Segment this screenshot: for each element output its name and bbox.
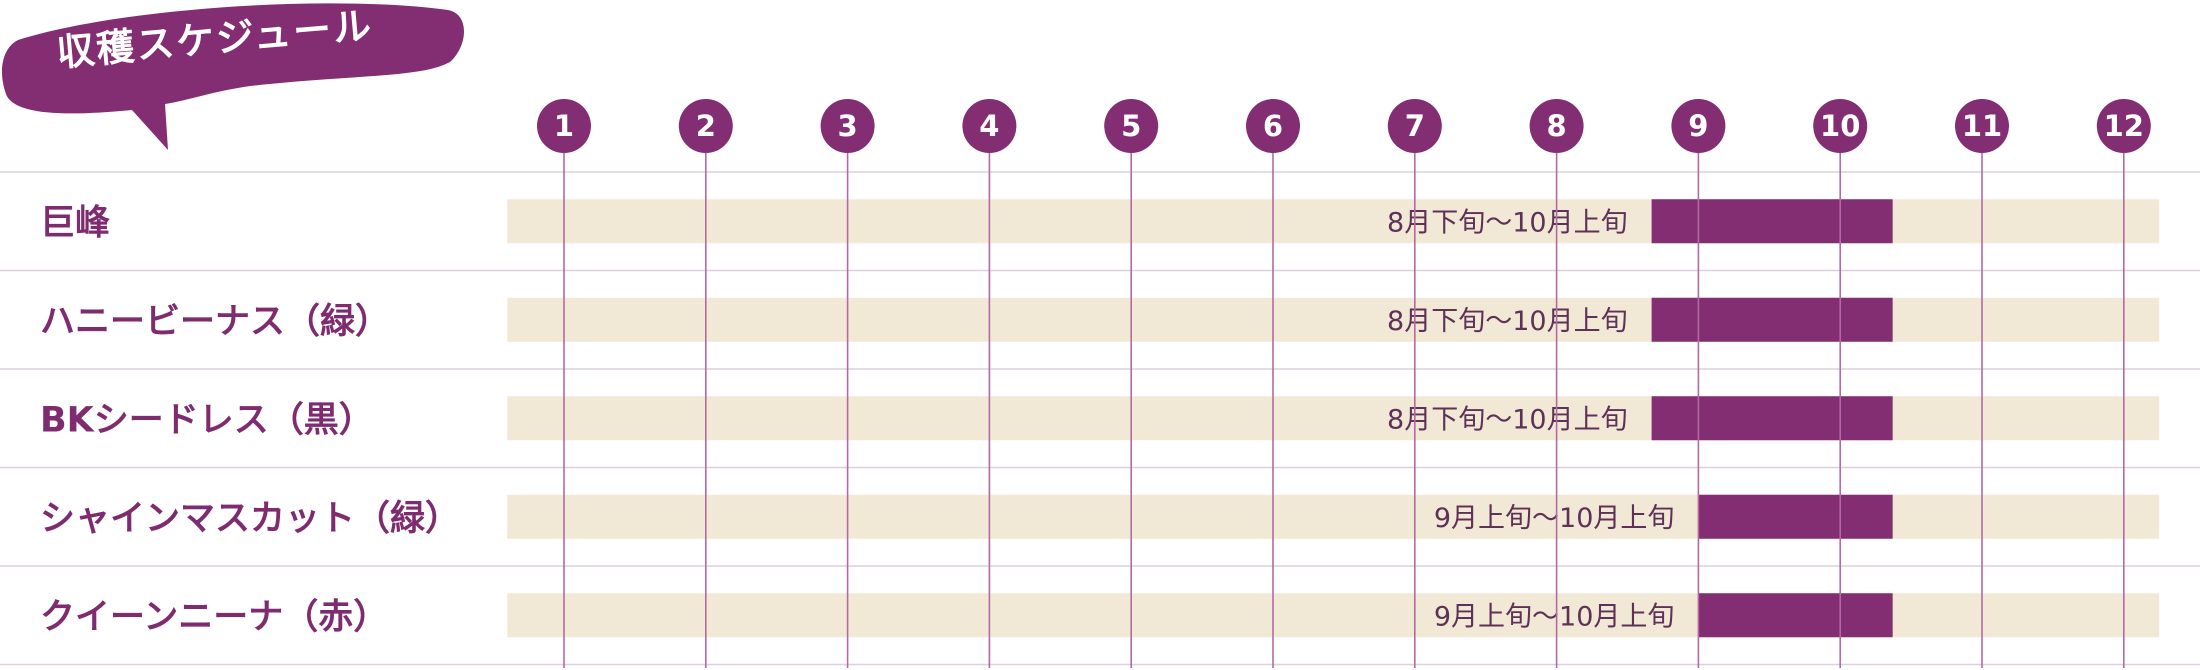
row-label: BKシードレス（黒） [40, 400, 374, 440]
month-tick-label: 10 [1820, 109, 1860, 143]
month-tick-label: 11 [1962, 109, 2002, 143]
harvest-range-bar [1698, 494, 1893, 539]
month-marker [1671, 99, 1726, 153]
row-label: クイーンニーナ（赤） [40, 597, 388, 637]
harvest-range-bar [1698, 593, 1893, 638]
month-marker [1104, 99, 1159, 153]
row-track [507, 297, 2160, 342]
harvest-range-label: 8月下旬〜10月上旬 [1387, 404, 1628, 435]
month-tick-label: 5 [1121, 109, 1141, 143]
month-tick-label: 2 [696, 109, 716, 143]
harvest-range-bar [1651, 199, 1893, 244]
harvest-range-label: 8月下旬〜10月上旬 [1387, 306, 1628, 337]
title-badge-shape [2, 3, 464, 150]
harvest-range-label: 9月上旬〜10月上旬 [1434, 601, 1675, 632]
row-label: シャインマスカット（緑） [40, 499, 460, 539]
month-marker [1246, 99, 1300, 153]
month-tick-label: 8 [1547, 109, 1567, 143]
row-label: ハニービーナス（緑） [40, 302, 390, 342]
month-marker [537, 99, 591, 153]
month-tick-label: 12 [2104, 109, 2144, 143]
month-marker [820, 99, 875, 153]
month-marker [1955, 99, 2009, 153]
month-marker [1813, 99, 1868, 153]
harvest-range-label: 9月上旬〜10月上旬 [1434, 503, 1675, 534]
row-track [507, 199, 2160, 244]
title-badge: 収穫スケジュール [0, 0, 480, 160]
month-tick-label: 3 [838, 109, 858, 143]
month-tick-label: 6 [1263, 109, 1283, 143]
month-marker [678, 99, 733, 153]
harvest-range-label: 8月下旬〜10月上旬 [1387, 207, 1628, 238]
month-tick-label: 1 [554, 109, 574, 143]
row-track [507, 593, 2160, 638]
month-tick-label: 4 [979, 109, 999, 143]
month-tick-label: 9 [1688, 109, 1708, 143]
row-track [507, 494, 2160, 539]
harvest-range-bar [1651, 297, 1893, 342]
row-track [507, 396, 2160, 441]
month-marker [2096, 99, 2151, 153]
row-label: 巨峰 [40, 203, 110, 243]
month-marker [1387, 99, 1442, 153]
month-marker [962, 99, 1017, 153]
harvest-range-bar [1651, 396, 1893, 441]
month-marker [1529, 99, 1584, 153]
month-tick-label: 7 [1405, 109, 1425, 143]
